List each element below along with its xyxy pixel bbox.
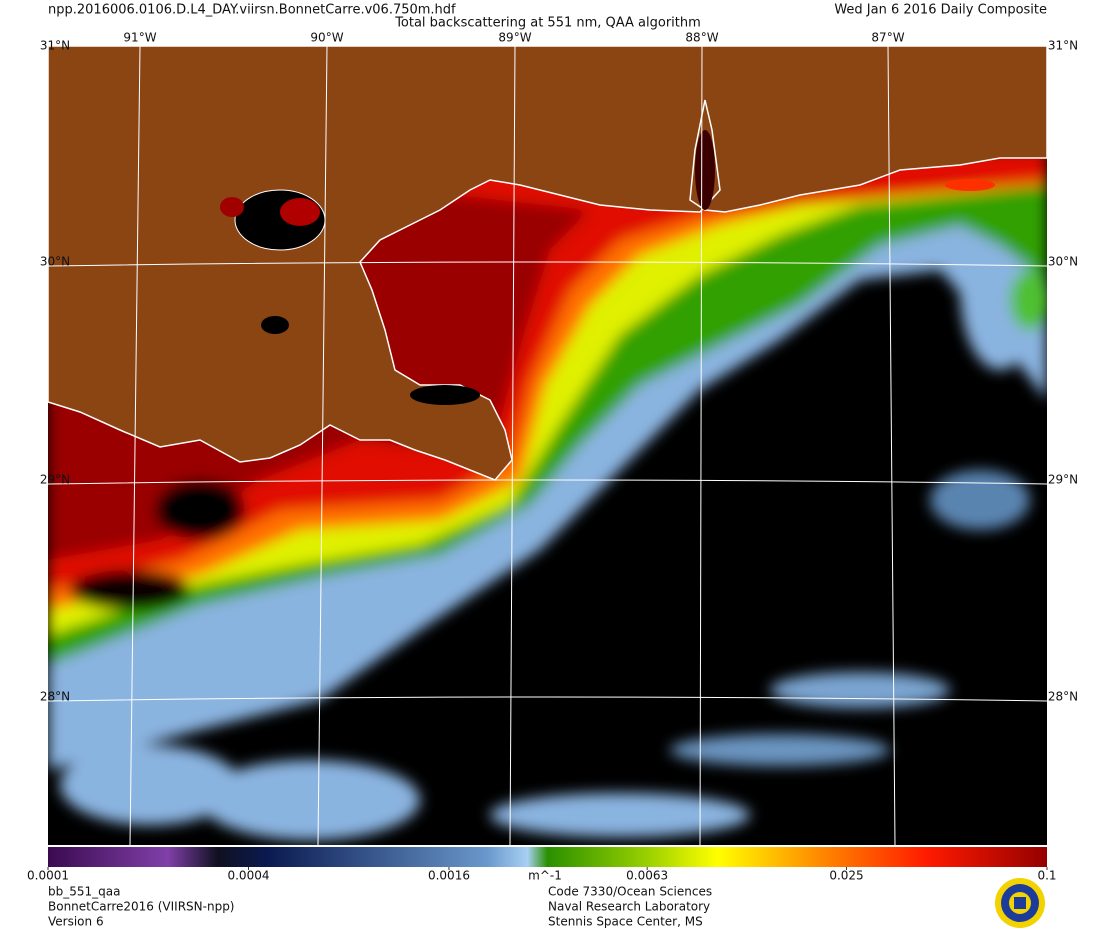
file-name: npp.2016006.0106.D.L4_DAY.viirsn.BonnetC… (48, 3, 456, 18)
meridian (509, 46, 516, 845)
lat-label: 31°N (40, 39, 70, 53)
colorbar-unit: m^-1 (528, 869, 562, 883)
bay (410, 385, 480, 405)
bay (945, 179, 995, 191)
lat-label: 30°N (1048, 255, 1078, 269)
footer-left: Version 6 (48, 915, 104, 929)
colorbar-tick-label: 0.025 (829, 869, 863, 883)
colorbar (48, 847, 1047, 867)
colorbar-tick-label: 0.0016 (428, 869, 470, 883)
map-area (48, 46, 1047, 845)
colorbar-tick-label: 0.1 (1037, 869, 1056, 883)
lat-label: 30°N (40, 255, 70, 269)
lake (220, 197, 244, 217)
footer-center: Code 7330/Ocean Sciences (548, 885, 712, 899)
lon-label: 89°W (498, 31, 531, 45)
meridian (317, 46, 328, 845)
meridian (129, 46, 141, 845)
land (48, 46, 1047, 481)
colorbar-tick-label: 0.0063 (626, 869, 668, 883)
lon-label: 87°W (871, 31, 904, 45)
lat-label: 28°N (40, 690, 70, 704)
footer-center: Stennis Space Center, MS (548, 915, 703, 929)
nrl-logo (995, 878, 1045, 928)
parallel (48, 261, 1047, 267)
lake (261, 316, 289, 334)
colorbar-ticks: 0.0001 0.0004 0.0016 0.0063 0.025 0.1 (27, 867, 1057, 883)
meridian (699, 46, 703, 845)
footer-left: BonnetCarre2016 (VIIRSN-npp) (48, 900, 235, 914)
lake (280, 198, 320, 226)
colorbar-tick-label: 0.0004 (227, 869, 269, 883)
footer-center: Naval Research Laboratory (548, 900, 710, 914)
parallel (48, 479, 1047, 485)
graticule (48, 46, 1047, 845)
bay (695, 130, 715, 210)
parallel (48, 696, 1047, 702)
lat-label: 31°N (1048, 39, 1078, 53)
lat-label: 29°N (40, 473, 70, 487)
meridian (887, 46, 896, 845)
map-title: Total backscattering at 551 nm, QAA algo… (394, 16, 701, 31)
lon-label: 88°W (685, 31, 718, 45)
lat-label: 28°N (1048, 690, 1078, 704)
lat-label: 29°N (1048, 473, 1078, 487)
footer-left: bb_551_qaa (48, 885, 120, 899)
date-label: Wed Jan 6 2016 Daily Composite (834, 3, 1047, 18)
lon-label: 90°W (310, 31, 343, 45)
colorbar-tick-label: 0.0001 (27, 869, 69, 883)
lon-label: 91°W (123, 31, 156, 45)
